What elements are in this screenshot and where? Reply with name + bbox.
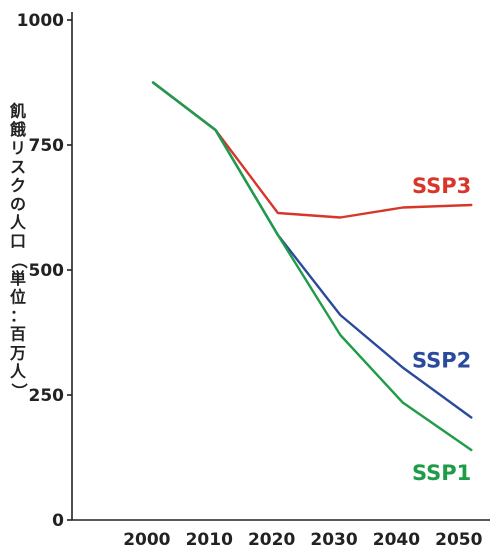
y-tick-label: 1000 <box>17 11 64 31</box>
y-label-char: の <box>10 195 26 214</box>
y-label-char: リ <box>10 139 26 158</box>
x-tick-label: 2020 <box>248 530 295 550</box>
x-tick-label: 2010 <box>186 530 233 550</box>
x-ticks: 2000 2010 2020 2030 2040 2050 <box>123 530 482 550</box>
y-label-char: 餓 <box>10 120 26 139</box>
y-tick-label: 0 <box>52 511 64 531</box>
y-label-char: 人 <box>10 362 27 381</box>
series-label-ssp1: SSP1 <box>412 461 471 485</box>
series-lines <box>151 81 473 452</box>
series-line-ssp1 <box>151 81 473 452</box>
y-label-char: 口 <box>10 232 26 251</box>
y-tick-label: 500 <box>29 261 65 281</box>
y-tick-label: 250 <box>29 386 65 406</box>
y-ticks: 0 250 500 750 1000 <box>17 11 72 531</box>
y-tick-label: 750 <box>29 136 65 156</box>
y-label-char: ） <box>10 383 29 399</box>
x-tick-label: 2000 <box>123 530 170 550</box>
x-tick-label: 2030 <box>310 530 357 550</box>
x-tick-label: 2050 <box>435 530 482 550</box>
axes <box>71 12 490 521</box>
y-label-char: 位 <box>10 288 26 307</box>
y-label-char: ク <box>10 176 26 195</box>
x-tick-label: 2040 <box>373 530 420 550</box>
y-label-char: ： <box>10 306 26 325</box>
y-label-char: 飢 <box>9 102 26 121</box>
y-label-char: ス <box>10 157 26 176</box>
y-label-char: 人 <box>10 213 27 232</box>
y-label-char: 百 <box>10 325 26 344</box>
y-label-char: 万 <box>9 343 26 362</box>
series-labels: SSP3 SSP2 SSP1 <box>412 174 471 485</box>
y-label-char: 単 <box>10 269 26 288</box>
series-label-ssp2: SSP2 <box>412 349 471 373</box>
y-label-char: （ <box>10 253 29 269</box>
series-label-ssp3: SSP3 <box>412 174 471 198</box>
